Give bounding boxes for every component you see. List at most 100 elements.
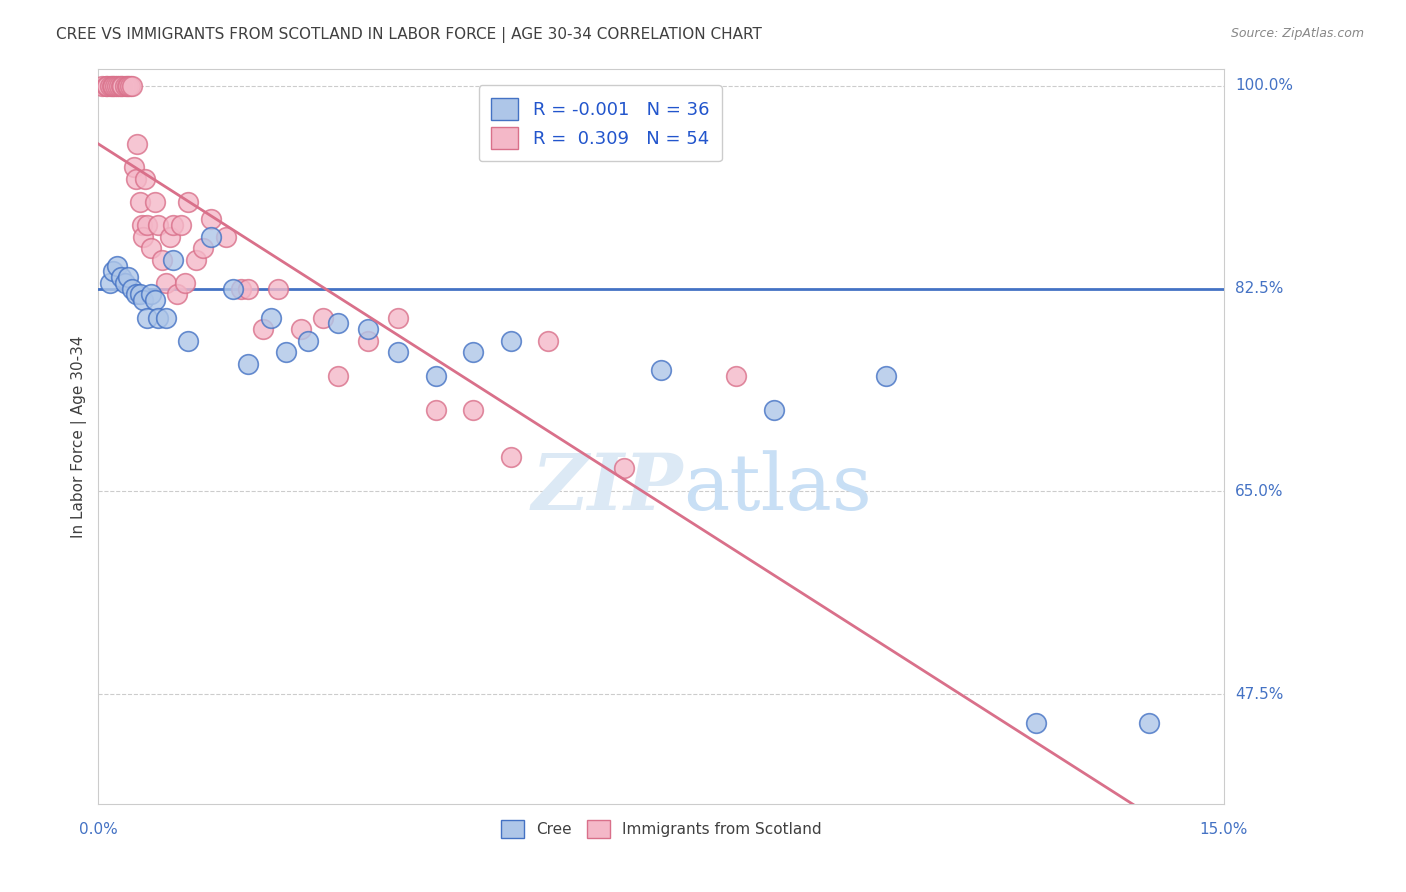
Point [463,345,485,359]
Point [114,78,136,93]
Point [387,310,409,325]
Point [139,287,162,301]
Point [150,252,173,267]
Point [274,345,297,359]
Point [499,334,522,348]
Point [132,293,155,308]
Point [238,357,260,371]
Point [155,276,177,290]
Text: 100.0%: 100.0% [1234,78,1294,94]
Point [91,78,114,93]
Point [118,78,141,93]
Point [290,322,312,336]
Point [148,218,170,232]
Text: CREE VS IMMIGRANTS FROM SCOTLAND IN LABOR FORCE | AGE 30-34 CORRELATION CHART: CREE VS IMMIGRANTS FROM SCOTLAND IN LABO… [56,27,762,43]
Point [96,78,118,93]
Point [328,317,350,331]
Point [762,403,785,417]
Text: 0.0%: 0.0% [79,822,118,837]
Point [724,368,747,383]
Point [1137,716,1160,731]
Point [297,334,319,348]
Point [312,310,335,325]
Point [115,78,138,93]
Point [148,310,170,325]
Text: ZIP: ZIP [531,450,683,526]
Point [110,78,132,93]
Point [128,194,150,209]
Point [125,287,148,301]
Point [94,78,117,93]
Point [103,264,125,278]
Point [177,194,200,209]
Point [166,287,188,301]
Point [134,171,156,186]
Point [105,78,128,93]
Point [238,282,260,296]
Legend: Cree, Immigrants from Scotland: Cree, Immigrants from Scotland [495,814,828,845]
Point [357,322,380,336]
Y-axis label: In Labor Force | Age 30-34: In Labor Force | Age 30-34 [72,335,87,538]
Point [124,160,146,174]
Point [132,229,155,244]
Point [127,136,149,151]
Point [98,78,121,93]
Point [136,218,159,232]
Point [425,403,447,417]
Text: Source: ZipAtlas.com: Source: ZipAtlas.com [1230,27,1364,40]
Point [612,461,634,475]
Point [357,334,380,348]
Point [101,78,124,93]
Point [177,334,200,348]
Point [650,363,672,377]
Point [252,322,274,336]
Point [155,310,177,325]
Point [104,78,127,93]
Point [1025,716,1047,731]
Point [117,270,139,285]
Point [215,229,238,244]
Point [128,287,150,301]
Text: 82.5%: 82.5% [1234,281,1284,296]
Point [117,78,139,93]
Point [222,282,245,296]
Point [260,310,283,325]
Point [108,78,131,93]
Point [121,78,143,93]
Text: atlas: atlas [683,450,872,525]
Point [125,171,148,186]
Point [121,282,143,296]
Point [110,270,132,285]
Point [267,282,290,296]
Point [229,282,252,296]
Text: 65.0%: 65.0% [1234,484,1284,499]
Point [159,229,181,244]
Point [499,450,522,464]
Point [98,276,121,290]
Point [537,334,560,348]
Point [131,218,153,232]
Point [136,310,159,325]
Point [387,345,409,359]
Point [143,293,166,308]
Point [875,368,897,383]
Point [193,241,215,255]
Point [170,218,193,232]
Point [425,368,447,383]
Point [162,252,184,267]
Point [162,218,184,232]
Point [111,78,134,93]
Point [143,194,166,209]
Point [200,229,222,244]
Point [328,368,350,383]
Point [463,403,485,417]
Point [200,212,222,227]
Point [114,276,136,290]
Point [184,252,207,267]
Point [105,259,128,273]
Text: 47.5%: 47.5% [1234,687,1284,702]
Point [139,241,162,255]
Point [173,276,195,290]
Text: 15.0%: 15.0% [1199,822,1249,837]
Point [103,78,125,93]
